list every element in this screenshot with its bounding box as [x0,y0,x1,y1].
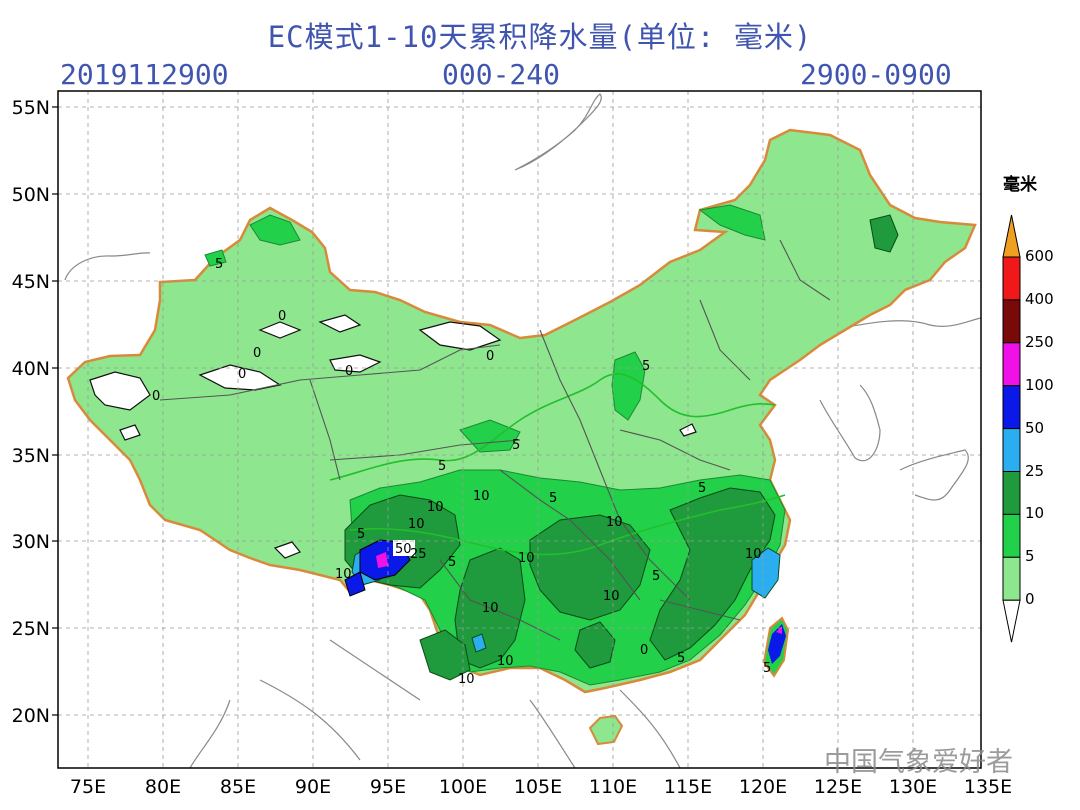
contour-label: 50 [395,542,412,557]
legend-level-label: 100 [1025,375,1054,394]
contour-label: 5 [512,438,520,453]
contour-label: 5 [357,527,365,542]
legend-swatch [1002,214,1021,258]
province-lines [159,239,831,641]
lat-tick-label: 45N [12,271,50,293]
lon-tick-label: 105E [514,776,562,798]
contour-label: 0 [486,349,494,364]
legend-swatch [1002,342,1021,387]
legend-swatch [1002,428,1021,473]
lat-tick-label: 55N [12,97,50,119]
lon-tick-label: 135E [964,776,1012,798]
color-legend [1002,214,1021,643]
contour-label: 5 [642,359,650,374]
contour-label: 10 [408,517,425,532]
map-title: EC模式1-10天累积降水量(单位: 毫米) [267,20,813,54]
contour-label: 5 [698,481,706,496]
legend-level-label: 0 [1025,590,1035,609]
contour-label: 10 [473,489,490,504]
map-border [57,90,982,769]
dry-patches [89,314,697,667]
contour-label: 0 [640,643,648,658]
lon-tick-label: 95E [370,776,406,798]
lon-tick-label: 80E [145,776,181,798]
legend-swatch [1002,556,1021,601]
contour-label: 5 [438,459,446,474]
forecast-hours: 000-240 [442,58,561,91]
lon-tick-label: 125E [814,776,862,798]
contour-label: 0 [238,367,246,382]
contour-label: 5 [763,661,771,676]
legend-level-label: 400 [1025,289,1054,308]
lat-tick-label: 50N [12,184,50,206]
lon-tick-label: 85E [220,776,256,798]
valid-range: 2900-0900 [800,58,952,91]
label-box-50 [393,540,415,556]
contour-label: 10 [603,589,620,604]
contour-label: 10 [497,654,514,669]
lat-tick-label: 25N [12,618,50,640]
lon-tick-label: 130E [889,776,937,798]
contour-label: 10 [458,672,475,687]
contour-label: 5 [652,569,660,584]
init-time: 2019112900 [60,58,229,91]
contour-label: 10 [745,547,762,562]
contour-label: 10 [606,515,623,530]
contour-label: 5 [215,257,223,272]
legend-swatch [1002,599,1021,643]
legend-level-label: 50 [1025,418,1045,437]
contour-label: 10 [335,567,352,582]
contour-label: 10 [427,500,444,515]
lon-tick-label: 75E [70,776,106,798]
legend-title: 毫米 [1003,175,1037,195]
watermark: 中国气象爱好者 [824,747,1013,778]
contour-label: 0 [253,346,261,361]
contour-label: 10 [482,601,499,616]
contour-label: 0 [278,309,286,324]
lat-axis: 55N 50N 45N 40N 35N 30N 25N 20N [12,97,50,727]
legend-level-label: 600 [1025,247,1054,265]
lat-tick-label: 35N [12,445,50,467]
contour-label: 5 [677,651,685,666]
legend-swatch [1002,471,1021,515]
legend-swatch [1002,256,1021,301]
lon-axis: 75E 80E 85E 90E 95E 100E 105E 110E 115E … [70,776,1012,798]
legend-level-label: 10 [1025,504,1045,523]
hainan-island [588,714,624,746]
contour-label: 10 [518,551,535,566]
lon-tick-label: 100E [439,776,487,798]
lat-tick-label: 30N [12,531,50,553]
contour-label: 25 [410,547,427,562]
lon-tick-label: 110E [589,776,637,798]
lat-tick-label: 20N [12,705,50,727]
lon-tick-label: 115E [664,776,712,798]
rivers [329,373,786,556]
contour-label: 5 [448,555,456,570]
neighbor-borders [64,93,981,768]
contour-label: 0 [345,364,353,379]
precip-100-250 [376,552,388,568]
contour-labels: 5 0 0 0 0 0 0 5 5 5 10 10 10 50 25 5 10 … [152,257,771,687]
legend-swatch [1002,299,1021,344]
legend-level-label: 250 [1025,332,1054,351]
lon-tick-label: 90E [295,776,331,798]
lat-tick-label: 40N [12,358,50,380]
contour-label: 0 [152,389,160,404]
contour-label: 5 [549,491,557,506]
graticule [58,91,981,768]
legend-level-label: 5 [1025,547,1035,566]
lon-tick-label: 120E [739,776,787,798]
legend-swatch [1002,513,1021,558]
legend-level-label: 25 [1025,461,1045,480]
legend-swatch [1002,385,1021,430]
